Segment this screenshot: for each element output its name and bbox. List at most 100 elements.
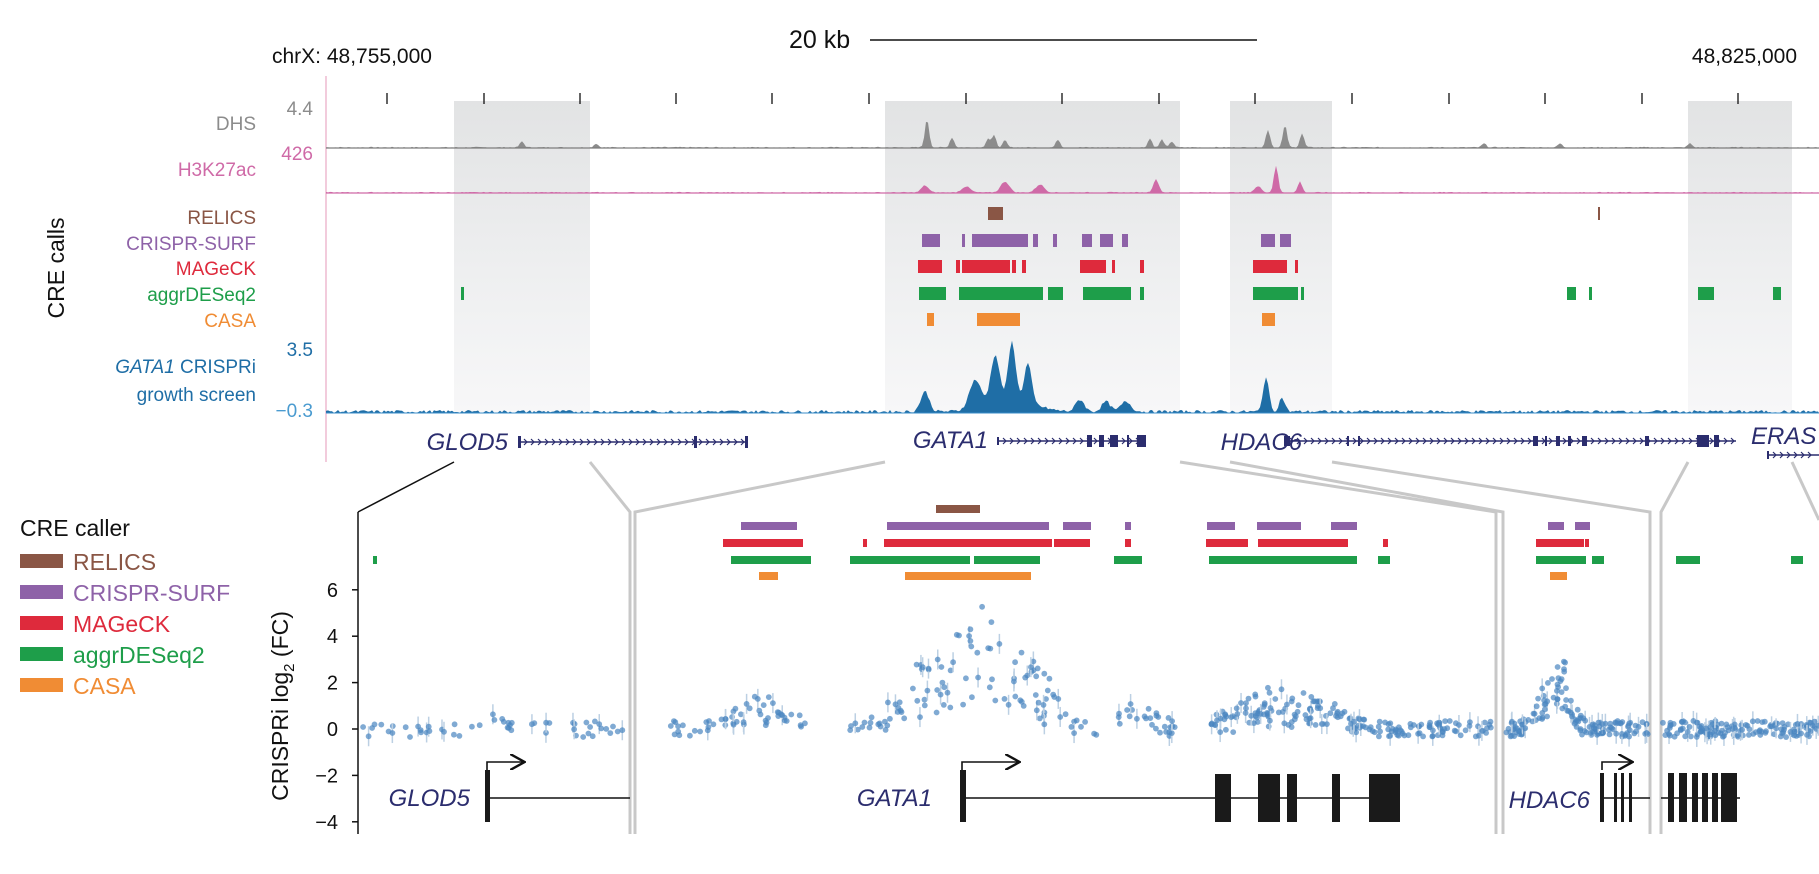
cre-call-bar: [922, 234, 940, 247]
y-tick-label: 0: [327, 719, 338, 741]
cre-call-bar: [1773, 287, 1781, 300]
strand-arrow: [1485, 437, 1490, 445]
data-point: [1509, 718, 1515, 725]
cre-call-bar: [1257, 522, 1301, 530]
caller-label-crispr-surf: CRISPR-SURF: [126, 234, 256, 255]
cre-call-bar: [1125, 539, 1131, 547]
ylabel-prefix: CRISPRi log: [267, 672, 293, 801]
data-point: [1759, 719, 1766, 725]
exon: [1332, 774, 1340, 822]
gene-label-hdac6: HDAC6: [1221, 429, 1303, 456]
data-point: [402, 724, 409, 731]
strand-arrow: [1632, 437, 1637, 445]
cre-call-bar: [956, 260, 960, 273]
data-point: [667, 723, 674, 729]
data-point: [944, 689, 951, 696]
strand-arrow: [649, 438, 654, 446]
legend-swatch-aggrdeseq2: [20, 647, 63, 661]
data-point: [1217, 729, 1224, 735]
strand-arrow: [1093, 437, 1098, 445]
data-point: [705, 724, 712, 730]
data-point: [1756, 728, 1763, 735]
strand-arrow: [1611, 437, 1616, 445]
zoom-gene-label-gata1: GATA1: [857, 785, 932, 812]
data-point: [1242, 710, 1249, 716]
data-point: [941, 684, 948, 691]
strand-arrow: [1436, 437, 1441, 445]
exon: [1697, 435, 1709, 447]
data-point: [1787, 729, 1794, 735]
data-point: [1466, 723, 1473, 729]
cre-call-bar: [959, 287, 1043, 300]
data-point: [1696, 723, 1703, 730]
exon: [960, 770, 966, 822]
exon: [1358, 436, 1360, 446]
cre-call-bar: [1053, 234, 1057, 247]
data-point: [1018, 649, 1025, 656]
data-point: [1375, 723, 1382, 730]
cre-call-bars: [461, 207, 1781, 326]
data-point: [1362, 724, 1369, 731]
strand-arrow: [628, 438, 633, 446]
data-point: [1581, 728, 1588, 734]
exon: [1600, 773, 1604, 822]
cre-call-bar: [1253, 260, 1287, 273]
data-point: [1377, 728, 1383, 735]
data-point: [1022, 674, 1029, 681]
data-point: [1266, 689, 1273, 696]
cre-call-bar: [905, 572, 1031, 580]
cre-call-bar: [1083, 287, 1131, 300]
data-point: [1785, 721, 1792, 728]
cre-call-bar: [988, 207, 1003, 220]
data-point: [979, 603, 985, 610]
data-point: [1561, 658, 1567, 665]
data-point: [1230, 729, 1237, 735]
cre-call-bar: [1253, 287, 1298, 300]
scale-bar-label: 20 kb: [789, 26, 850, 54]
strand-arrow: [1506, 437, 1511, 445]
data-point: [1068, 724, 1075, 730]
gene-label-eras: ERAS: [1751, 423, 1816, 450]
data-point: [1682, 719, 1688, 726]
data-point: [1394, 732, 1401, 738]
cre-call-bar: [1114, 556, 1142, 564]
data-point: [1539, 716, 1545, 722]
data-point: [1612, 719, 1619, 726]
data-point: [1057, 714, 1064, 720]
data-point: [934, 687, 941, 693]
data-point: [921, 702, 928, 709]
strand-arrow: [1786, 451, 1791, 459]
data-point: [1134, 715, 1140, 722]
exon: [1127, 435, 1129, 447]
data-point: [378, 721, 385, 728]
data-point: [1166, 729, 1173, 736]
data-point: [1746, 726, 1753, 733]
strand-arrow: [1016, 437, 1021, 445]
exon: [1545, 436, 1547, 446]
data-point: [1300, 690, 1307, 696]
data-point: [1475, 723, 1481, 730]
data-point: [875, 721, 882, 728]
strand-arrow: [1604, 437, 1609, 445]
cre-call-bar: [1536, 556, 1586, 564]
cre-call-bar: [977, 313, 1020, 326]
cre-call-bar: [1100, 234, 1113, 247]
data-point: [919, 664, 926, 671]
exon: [1582, 436, 1587, 446]
cre-call-bar: [373, 556, 377, 564]
cre-call-bar: [1791, 556, 1803, 564]
exon: [1614, 773, 1617, 822]
strand-arrow: [621, 438, 626, 446]
data-point: [866, 724, 873, 731]
data-point: [854, 726, 861, 733]
data-point: [746, 705, 753, 712]
data-point: [360, 724, 366, 730]
strand-arrow: [1401, 437, 1406, 445]
data-point: [897, 707, 904, 714]
data-point: [580, 734, 587, 740]
data-point: [1324, 721, 1330, 727]
data-point: [1275, 709, 1282, 716]
data-point: [1606, 731, 1613, 738]
strand-arrow: [523, 438, 528, 446]
